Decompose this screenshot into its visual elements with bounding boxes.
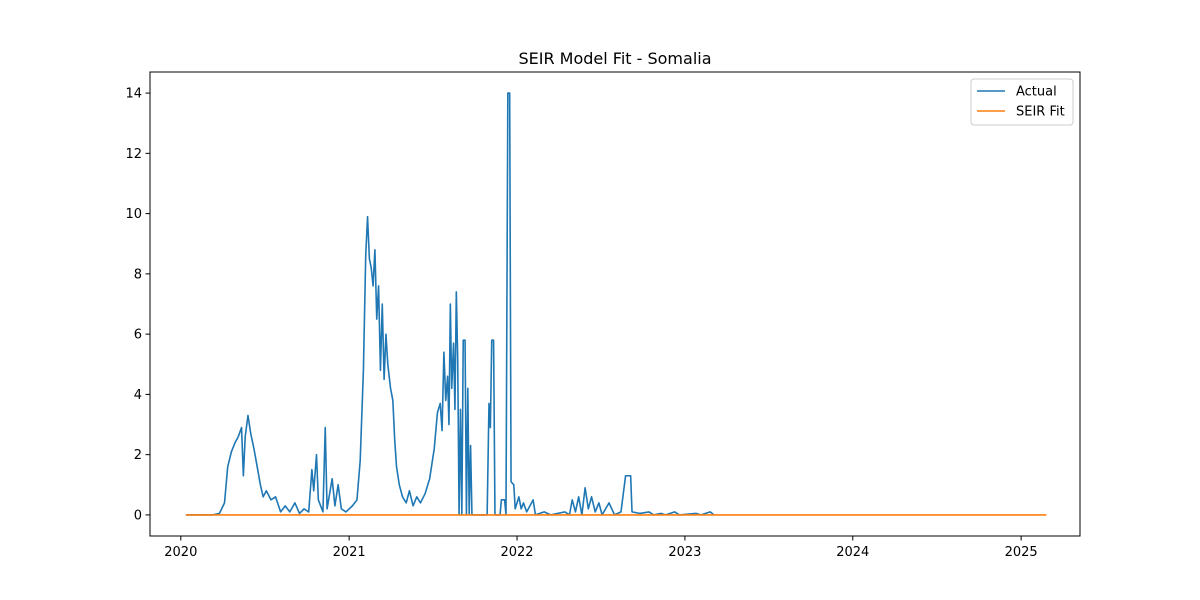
y-tick-label: 2 (134, 448, 142, 463)
y-tick-label: 14 (125, 87, 142, 102)
series-layer (185, 92, 1047, 516)
x-axis: 2020 2021 2022 2023 2024 2025 (164, 536, 1038, 560)
plot-area (149, 71, 1081, 537)
chart-title: SEIR Model Fit - Somalia (518, 49, 711, 68)
x-tick-label: 2023 (668, 545, 701, 560)
y-tick-label: 12 (125, 147, 142, 162)
legend-label: Actual (1016, 85, 1057, 100)
x-tick-label: 2025 (1005, 545, 1038, 560)
y-tick-label: 4 (134, 388, 142, 403)
x-tick-label: 2020 (164, 545, 197, 560)
legend: Actual SEIR Fit (970, 78, 1074, 126)
x-tick-label: 2021 (333, 545, 366, 560)
y-axis: 0 2 4 6 8 10 12 14 (125, 87, 150, 523)
y-tick-label: 8 (134, 267, 142, 282)
legend-label: SEIR Fit (1016, 105, 1065, 120)
y-tick-label: 6 (134, 328, 142, 343)
plot-frame (149, 71, 1081, 537)
x-tick-label: 2022 (500, 545, 533, 560)
series-line-actual (185, 92, 715, 516)
x-tick-label: 2024 (836, 545, 869, 560)
y-tick-label: 0 (134, 508, 142, 523)
y-tick-label: 10 (125, 207, 142, 222)
